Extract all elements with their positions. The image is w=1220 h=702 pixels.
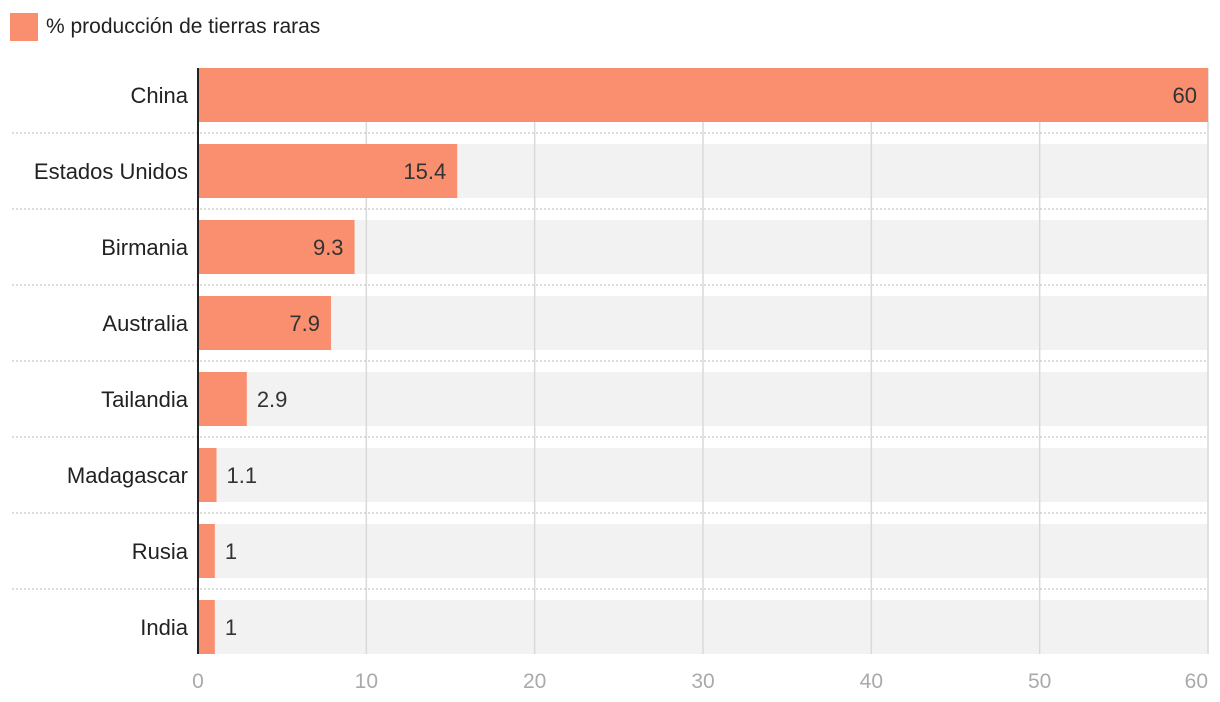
legend-swatch bbox=[10, 13, 38, 41]
bar bbox=[198, 448, 217, 502]
bar bbox=[198, 372, 247, 426]
value-label: 7.9 bbox=[289, 311, 320, 336]
legend-label: % producción de tierras raras bbox=[46, 15, 321, 38]
x-tick-label: 20 bbox=[523, 670, 546, 693]
x-tick-label: 0 bbox=[192, 670, 204, 693]
bar bbox=[198, 296, 331, 350]
value-label: 60 bbox=[1173, 83, 1197, 108]
x-tick-label: 30 bbox=[691, 670, 714, 693]
bar bbox=[198, 220, 355, 274]
x-tick-label: 10 bbox=[355, 670, 378, 693]
bar bbox=[198, 524, 215, 578]
x-tick-label: 60 bbox=[1185, 670, 1208, 693]
category-label: Tailandia bbox=[101, 387, 189, 412]
value-label: 1.1 bbox=[227, 463, 258, 488]
x-tick-label: 50 bbox=[1028, 670, 1051, 693]
value-label: 9.3 bbox=[313, 235, 344, 260]
bar bbox=[198, 68, 1208, 122]
value-label: 1 bbox=[225, 615, 237, 640]
x-tick-label: 40 bbox=[860, 670, 883, 693]
category-label: Madagascar bbox=[67, 463, 188, 488]
bar bbox=[198, 144, 458, 198]
category-label: Rusia bbox=[132, 539, 189, 564]
category-label: Estados Unidos bbox=[34, 159, 188, 184]
value-label: 15.4 bbox=[403, 159, 446, 184]
bar bbox=[198, 600, 215, 654]
value-label: 1 bbox=[225, 539, 237, 564]
legend: % producción de tierras raras bbox=[10, 12, 320, 42]
category-label: China bbox=[131, 83, 189, 108]
category-label: India bbox=[140, 615, 188, 640]
category-label: Birmania bbox=[101, 235, 189, 260]
value-label: 2.9 bbox=[257, 387, 288, 412]
category-label: Australia bbox=[102, 311, 188, 336]
